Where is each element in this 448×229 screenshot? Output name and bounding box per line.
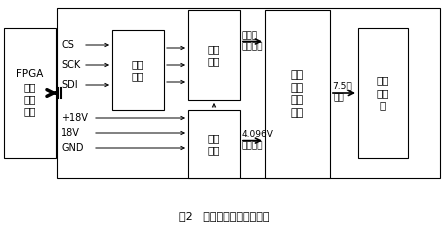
Text: SCK: SCK bbox=[61, 60, 80, 70]
Text: 电源
隔离: 电源 隔离 bbox=[132, 59, 144, 81]
Text: 模拟量: 模拟量 bbox=[242, 31, 258, 40]
Text: 图2   单路模拟量输出结构图: 图2 单路模拟量输出结构图 bbox=[179, 211, 269, 221]
Bar bbox=[112, 30, 164, 110]
Text: SDI: SDI bbox=[61, 80, 78, 90]
Bar bbox=[57, 8, 440, 178]
Text: 4.096V: 4.096V bbox=[242, 130, 274, 139]
Text: 18V: 18V bbox=[61, 128, 80, 138]
Text: 四阶
运算
放大
单元: 四阶 运算 放大 单元 bbox=[291, 70, 304, 118]
Text: +18V: +18V bbox=[61, 113, 88, 123]
Bar bbox=[188, 10, 240, 100]
Text: 稳压输出: 稳压输出 bbox=[242, 141, 263, 150]
Text: 稳压
单元: 稳压 单元 bbox=[208, 133, 220, 155]
Text: CS: CS bbox=[61, 40, 74, 50]
Text: 模拟
量输
出: 模拟 量输 出 bbox=[377, 76, 389, 110]
Text: 7.5倍: 7.5倍 bbox=[332, 82, 352, 90]
Bar bbox=[188, 110, 240, 178]
Text: 原始输出: 原始输出 bbox=[242, 42, 263, 51]
Text: FPGA
信号
控制
单元: FPGA 信号 控制 单元 bbox=[16, 69, 44, 117]
Bar bbox=[265, 10, 330, 178]
Text: 放大: 放大 bbox=[334, 93, 345, 103]
Bar bbox=[358, 28, 408, 158]
Bar bbox=[4, 28, 56, 158]
Text: GND: GND bbox=[61, 143, 83, 153]
Text: 数模
转换: 数模 转换 bbox=[208, 44, 220, 66]
